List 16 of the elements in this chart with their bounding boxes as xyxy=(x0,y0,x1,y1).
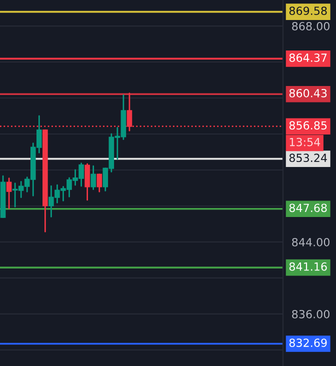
ref-line-label: 856.85 xyxy=(289,121,327,130)
ref-line-label: 853.24 xyxy=(289,154,327,162)
candlestick xyxy=(84,163,90,201)
candlestick xyxy=(96,174,102,192)
ref-line-label: 832.69 xyxy=(289,338,327,347)
candlestick xyxy=(90,165,96,190)
y-tick-label: 836.00 xyxy=(292,310,330,318)
ref-line-label: 841.16 xyxy=(289,262,327,271)
ref-line-label: 860.43 xyxy=(289,88,327,98)
text: 13:54 xyxy=(290,138,320,146)
y-tick-label: 844.00 xyxy=(292,238,330,246)
ref-line-label: 869.58 xyxy=(289,6,327,16)
ref-line-label: 847.68 xyxy=(289,204,327,212)
candlestick xyxy=(6,178,12,210)
ref-line-label: 864.37 xyxy=(289,53,327,62)
y-tick-label: 868.00 xyxy=(292,22,330,30)
